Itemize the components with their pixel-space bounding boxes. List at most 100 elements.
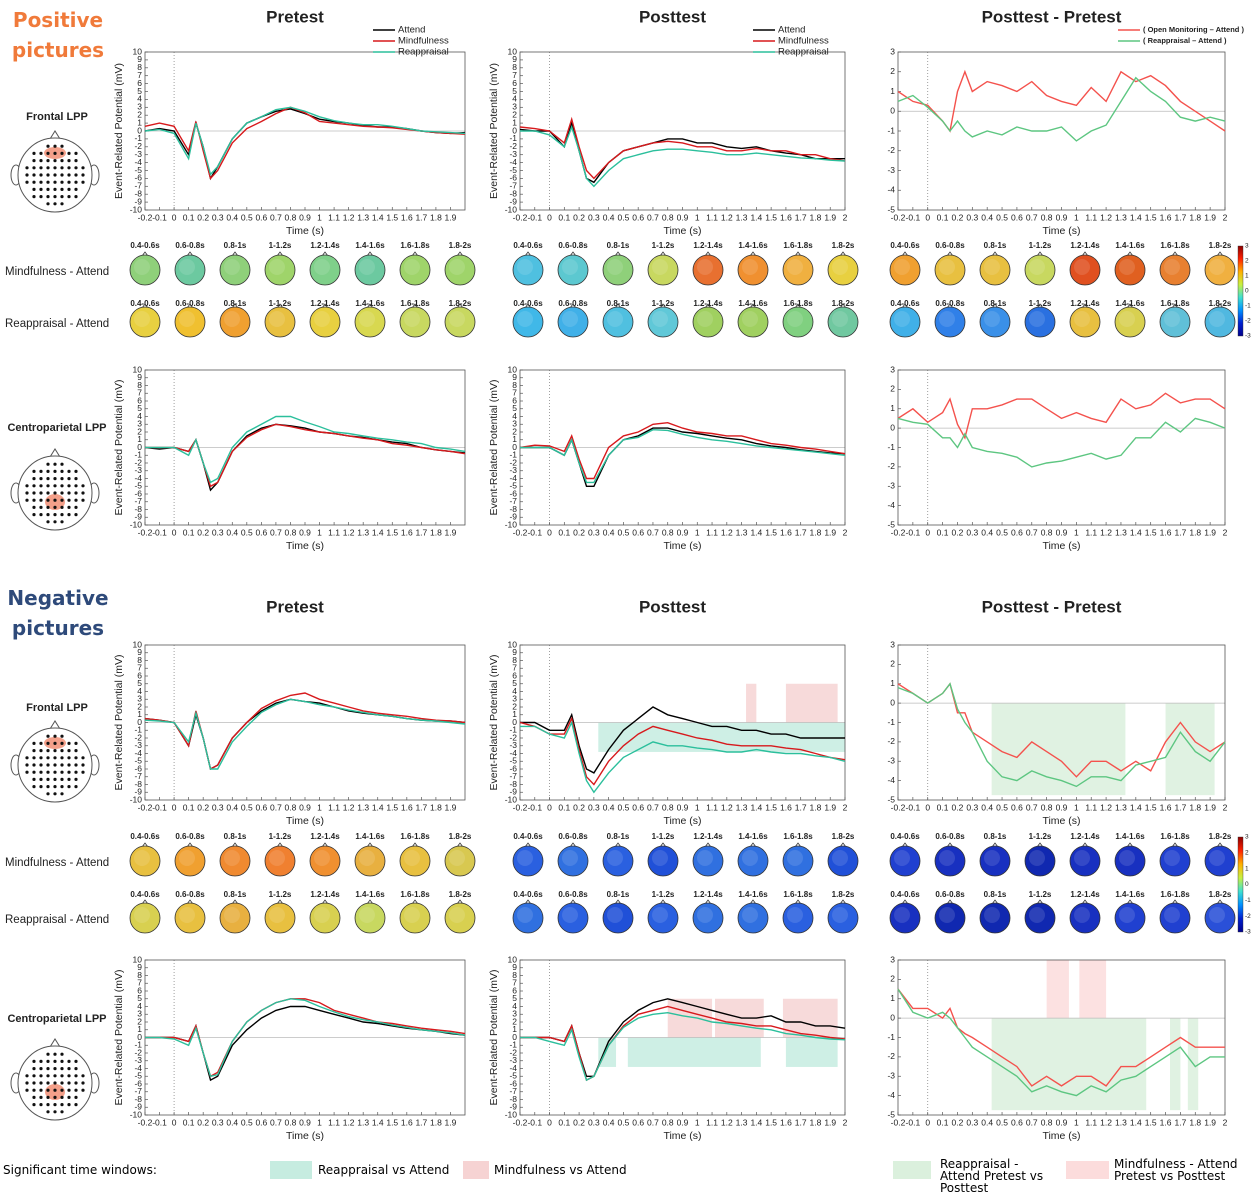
x-tick-label: -0.1 [906, 802, 921, 812]
legend-label: Reappraisal - Attend Pretest vs Posttest [940, 1158, 1060, 1194]
electrode [67, 484, 70, 487]
x-tick-label: 0.8 [1041, 212, 1053, 222]
x-tick-label: 0.3 [966, 1117, 978, 1127]
x-tick-label: 0.9 [677, 1117, 689, 1127]
window-label: 1.2-1.4s [310, 890, 340, 899]
electrode [60, 152, 63, 155]
window-label: 1.2-1.4s [310, 241, 340, 250]
series-line [145, 699, 465, 769]
electrode [46, 152, 49, 155]
x-tick-label: 1.7 [415, 212, 427, 222]
electrode [53, 506, 56, 509]
topomap-shade [1209, 311, 1225, 327]
x-tick-label: 0.4 [981, 212, 993, 222]
electrode [60, 202, 63, 205]
x-tick-label: 2 [1223, 212, 1228, 222]
electrode [46, 484, 49, 487]
electrode [53, 159, 56, 162]
series-line [898, 393, 1225, 438]
x-tick-label: 0.9 [677, 802, 689, 812]
electrode [60, 1053, 63, 1056]
y-axis-label: Event-Related Potential (mV) [488, 63, 500, 199]
x-tick-label: 0.7 [647, 1117, 659, 1127]
window-label: 1.8-2s [1209, 832, 1232, 841]
series-line [145, 107, 465, 174]
electrode [39, 477, 42, 480]
electrode [46, 763, 49, 766]
x-tick-label: 1.4 [372, 1117, 384, 1127]
topomap-shade [1119, 907, 1135, 923]
x-tick-label: 1.5 [1145, 212, 1157, 222]
topomap-shade [894, 311, 910, 327]
topomap-shade [894, 259, 910, 275]
x-tick-label: 0.2 [197, 1117, 209, 1127]
x-tick-label: 0.3 [966, 212, 978, 222]
x-tick-label: 0.3 [588, 527, 600, 537]
window-label: 1.4-1.6s [738, 890, 768, 899]
x-tick-label: 0 [172, 1117, 177, 1127]
legend-label: Mindfulness [398, 36, 449, 47]
electrode [67, 470, 70, 473]
legend-label: Attend [778, 25, 805, 36]
topomap-shade [652, 311, 668, 327]
window-label: 0.4-0.6s [130, 890, 160, 899]
electrode [53, 202, 56, 205]
electrode [32, 152, 35, 155]
topomap-shade [787, 850, 803, 866]
x-tick-label: 1.5 [1145, 527, 1157, 537]
electrode [67, 771, 70, 774]
x-tick-label: 0.5 [996, 527, 1008, 537]
legend-label: Mindfulness vs Attend [494, 1164, 627, 1176]
x-tick-label: 0.9 [299, 802, 311, 812]
electrode [46, 520, 49, 523]
x-tick-label: 0.1 [558, 802, 570, 812]
x-tick-label: 1.5 [765, 212, 777, 222]
series-line [898, 72, 1225, 131]
topomap-shade [652, 907, 668, 923]
topomap-shade [449, 311, 465, 327]
x-tick-label: 0.5 [996, 212, 1008, 222]
electrode [60, 1089, 63, 1092]
series-line [145, 424, 465, 486]
electrode [74, 195, 77, 198]
electrode [32, 1067, 35, 1070]
x-tick-label: 1.7 [415, 527, 427, 537]
x-tick-label: 0 [547, 802, 552, 812]
x-tick-label: 1.7 [795, 1117, 807, 1127]
colorbar-tick-label: 1 [1245, 273, 1249, 280]
electrode [60, 484, 63, 487]
electrode [32, 778, 35, 781]
window-label: 0.8-1s [224, 241, 247, 250]
x-tick-label: 1.9 [1204, 802, 1216, 812]
x-tick-label: 1.8 [810, 1117, 822, 1127]
window-label: 0.6-0.8s [175, 241, 205, 250]
x-tick-label: 1.8 [1189, 1117, 1201, 1127]
y-tick-label: -4 [887, 500, 895, 510]
series-line [520, 428, 845, 486]
electrode [74, 181, 77, 184]
colorbar [1238, 246, 1243, 336]
x-axis-label: Time (s) [286, 540, 324, 552]
y-tick-label: 3 [890, 46, 895, 56]
section-label: Negative pictures [3, 583, 113, 643]
electrode [32, 166, 35, 169]
electrode [67, 491, 70, 494]
x-tick-label: 1.1 [706, 212, 718, 222]
window-label: 1.8-2s [832, 832, 855, 841]
series-line [520, 127, 845, 186]
electrode [39, 506, 42, 509]
electrode [32, 195, 35, 198]
electrode [60, 195, 63, 198]
x-tick-label: 0.4 [226, 802, 238, 812]
x-tick-label: 1.7 [415, 1117, 427, 1127]
y-axis-label: Event-Related Potential (mV) [488, 655, 500, 791]
electrode [39, 778, 42, 781]
x-tick-label: -0.2 [513, 527, 528, 537]
window-label: 1.2-1.4s [1070, 832, 1100, 841]
y-axis-label: Event-Related Potential (mV) [113, 970, 125, 1106]
electrode [67, 1081, 70, 1084]
series-line [145, 417, 465, 483]
x-tick-label: 0.9 [677, 212, 689, 222]
electrode [81, 491, 84, 494]
electrode [39, 499, 42, 502]
